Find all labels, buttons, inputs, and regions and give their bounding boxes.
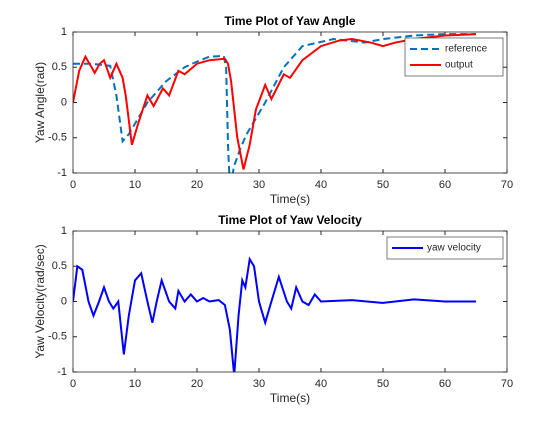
x-tick-label: 20 — [191, 378, 203, 390]
data-line — [73, 256, 476, 372]
axes-box — [72, 230, 508, 373]
y-tick-label: 0.5 — [52, 61, 67, 73]
data-line — [73, 33, 477, 170]
y-axis-label: Yaw Velocity(rad/sec) — [33, 244, 47, 359]
x-tick-label: 50 — [377, 179, 389, 191]
y-tick-label: 1 — [61, 225, 67, 237]
x-tick-label: 70 — [501, 179, 513, 191]
axes: 0 10 20 30 40 50 60 70 -1 -0.5 0 0.5 1 Time Plot of Y… — [33, 14, 513, 206]
x-tick-label: 0 — [70, 378, 76, 390]
y-tick-label: 0 — [61, 96, 67, 108]
x-tick-label: 40 — [315, 179, 327, 191]
x-tick-label: 10 — [129, 378, 141, 390]
y-tick-label: 0.5 — [52, 260, 67, 272]
x-tick-label: 70 — [501, 378, 513, 390]
axes-box — [72, 31, 508, 174]
y-tick-label: -0.5 — [48, 331, 67, 343]
legend-box — [404, 37, 504, 77]
y-axis-label: Yaw Angle(rad) — [33, 62, 47, 143]
x-axis-label: Time(s) — [270, 391, 310, 405]
x-tick-label: 0 — [70, 179, 76, 191]
x-tick-label: 40 — [315, 378, 327, 390]
legend-label: reference — [445, 44, 488, 55]
x-tick-label: 50 — [377, 378, 389, 390]
x-tick-label: 60 — [439, 179, 451, 191]
legend-label: yaw velocity — [427, 243, 481, 254]
x-tick-label: 20 — [191, 179, 203, 191]
axes: 0 10 20 30 40 50 60 70 -1 -0.5 0 0.5 1 Time Plot of Y… — [33, 213, 513, 405]
chart-title: Time Plot of Yaw Velocity — [218, 213, 362, 227]
y-tick-label: 0 — [61, 295, 67, 307]
x-tick-label: 30 — [253, 378, 265, 390]
y-tick-label: -1 — [57, 167, 67, 179]
legend-label: output — [445, 60, 473, 71]
chart-title: Time Plot of Yaw Angle — [224, 14, 355, 28]
x-tick-label: 60 — [439, 378, 451, 390]
x-tick-label: 30 — [253, 179, 265, 191]
y-tick-label: 1 — [61, 26, 67, 38]
x-tick-label: 10 — [129, 179, 141, 191]
y-tick-label: -0.5 — [48, 132, 67, 144]
y-tick-label: -1 — [57, 366, 67, 378]
x-axis-label: Time(s) — [270, 192, 310, 206]
legend-box — [386, 236, 504, 260]
